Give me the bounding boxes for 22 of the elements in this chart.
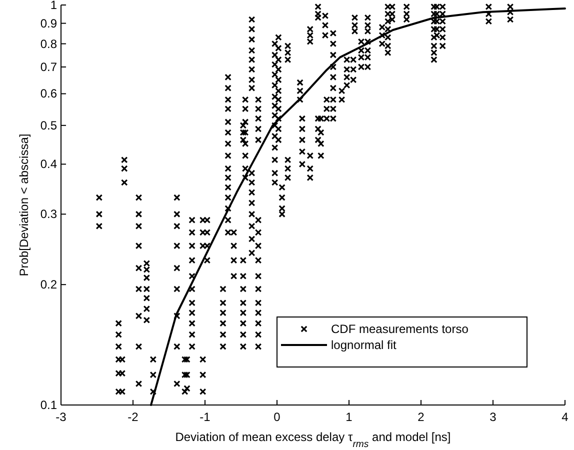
y-tick-label: 0.3	[40, 207, 58, 222]
y-tick-label: 0.4	[40, 157, 58, 172]
y-tick-label: 0.8	[40, 36, 58, 51]
y-tick-label: 0.7	[40, 60, 58, 74]
x-tick-label: -3	[56, 410, 67, 424]
legend-label: lognormal fit	[331, 338, 398, 352]
y-tick-label: 0.1	[40, 398, 58, 412]
y-tick-label: 0.5	[40, 118, 58, 132]
x-tick-label: -2	[128, 410, 139, 424]
x-tick-label: 2	[418, 410, 425, 424]
y-tick-label: 0.9	[40, 16, 58, 30]
y-axis-title: Prob[Deviation < abscissa]	[17, 134, 31, 276]
y-tick-label: 0.2	[40, 278, 58, 292]
x-tick-label: 0	[274, 410, 281, 424]
legend-label: CDF measurements torso	[331, 322, 469, 336]
x-tick-label: 1	[346, 410, 353, 424]
y-tick-label: 0.6	[40, 86, 58, 101]
x-axis-title: Deviation of mean excess delay τ$_{rms}$ and model [ns]	[175, 430, 451, 450]
x-tick-label: -1	[200, 410, 211, 424]
x-tick-label: 4	[562, 410, 569, 424]
x-tick-label: 3	[490, 410, 497, 424]
y-tick-label: 1	[50, 0, 58, 12]
